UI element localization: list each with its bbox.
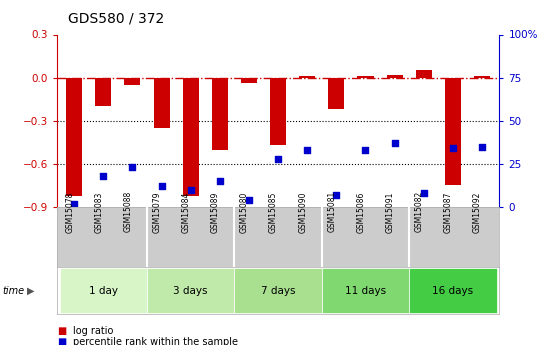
Point	[215, 178, 224, 184]
Text: log ratio: log ratio	[73, 326, 113, 335]
Text: 16 days: 16 days	[433, 286, 474, 296]
Bar	[212, 78, 228, 149]
Bar	[95, 78, 111, 106]
Point	[449, 146, 457, 151]
Bar	[328, 78, 345, 109]
Text: percentile rank within the sample: percentile rank within the sample	[73, 337, 238, 345]
Text: 1 day: 1 day	[89, 286, 118, 296]
Bar	[357, 76, 374, 78]
Bar	[66, 78, 82, 196]
Text: ■: ■	[57, 337, 66, 345]
Point	[420, 190, 428, 196]
Bar	[474, 76, 490, 78]
Text: GSM15078: GSM15078	[65, 191, 74, 233]
Text: GDS580 / 372: GDS580 / 372	[68, 11, 164, 26]
Text: GSM15081: GSM15081	[327, 191, 336, 233]
Bar	[299, 76, 315, 78]
Point	[157, 184, 166, 189]
Text: GSM15091: GSM15091	[386, 191, 395, 233]
Text: time: time	[3, 286, 25, 296]
Bar	[183, 78, 199, 196]
Bar	[147, 268, 234, 313]
Text: GSM15082: GSM15082	[415, 191, 424, 233]
Text: GSM15092: GSM15092	[473, 191, 482, 233]
Text: GSM15088: GSM15088	[124, 191, 132, 233]
Text: GSM15090: GSM15090	[298, 191, 307, 233]
Text: 3 days: 3 days	[173, 286, 208, 296]
Point	[303, 147, 312, 153]
Text: 11 days: 11 days	[345, 286, 386, 296]
Point	[274, 156, 282, 161]
Text: GSM15079: GSM15079	[153, 191, 161, 233]
Bar	[387, 75, 403, 78]
Bar	[59, 268, 147, 313]
Point	[245, 197, 253, 203]
Bar	[124, 78, 140, 85]
Bar	[445, 78, 461, 186]
Text: GSM15087: GSM15087	[444, 191, 453, 233]
Point	[70, 201, 78, 206]
Point	[390, 140, 399, 146]
Text: GSM15089: GSM15089	[211, 191, 220, 233]
Point	[332, 192, 341, 198]
Text: GSM15080: GSM15080	[240, 191, 249, 233]
Bar	[270, 78, 286, 145]
Point	[478, 144, 487, 149]
Bar	[234, 268, 322, 313]
Point	[99, 173, 107, 179]
Point	[128, 165, 137, 170]
Text: GSM15083: GSM15083	[94, 191, 103, 233]
Text: GSM15084: GSM15084	[181, 191, 191, 233]
Text: ▶: ▶	[27, 286, 35, 296]
Text: 7 days: 7 days	[261, 286, 295, 296]
Point	[361, 147, 370, 153]
Bar	[416, 70, 432, 78]
Text: GSM15085: GSM15085	[269, 191, 278, 233]
Bar	[153, 78, 170, 128]
Bar	[409, 268, 497, 313]
Bar	[322, 268, 409, 313]
Text: ■: ■	[57, 326, 66, 335]
Point	[186, 187, 195, 193]
Bar	[241, 78, 257, 83]
Text: GSM15086: GSM15086	[356, 191, 366, 233]
